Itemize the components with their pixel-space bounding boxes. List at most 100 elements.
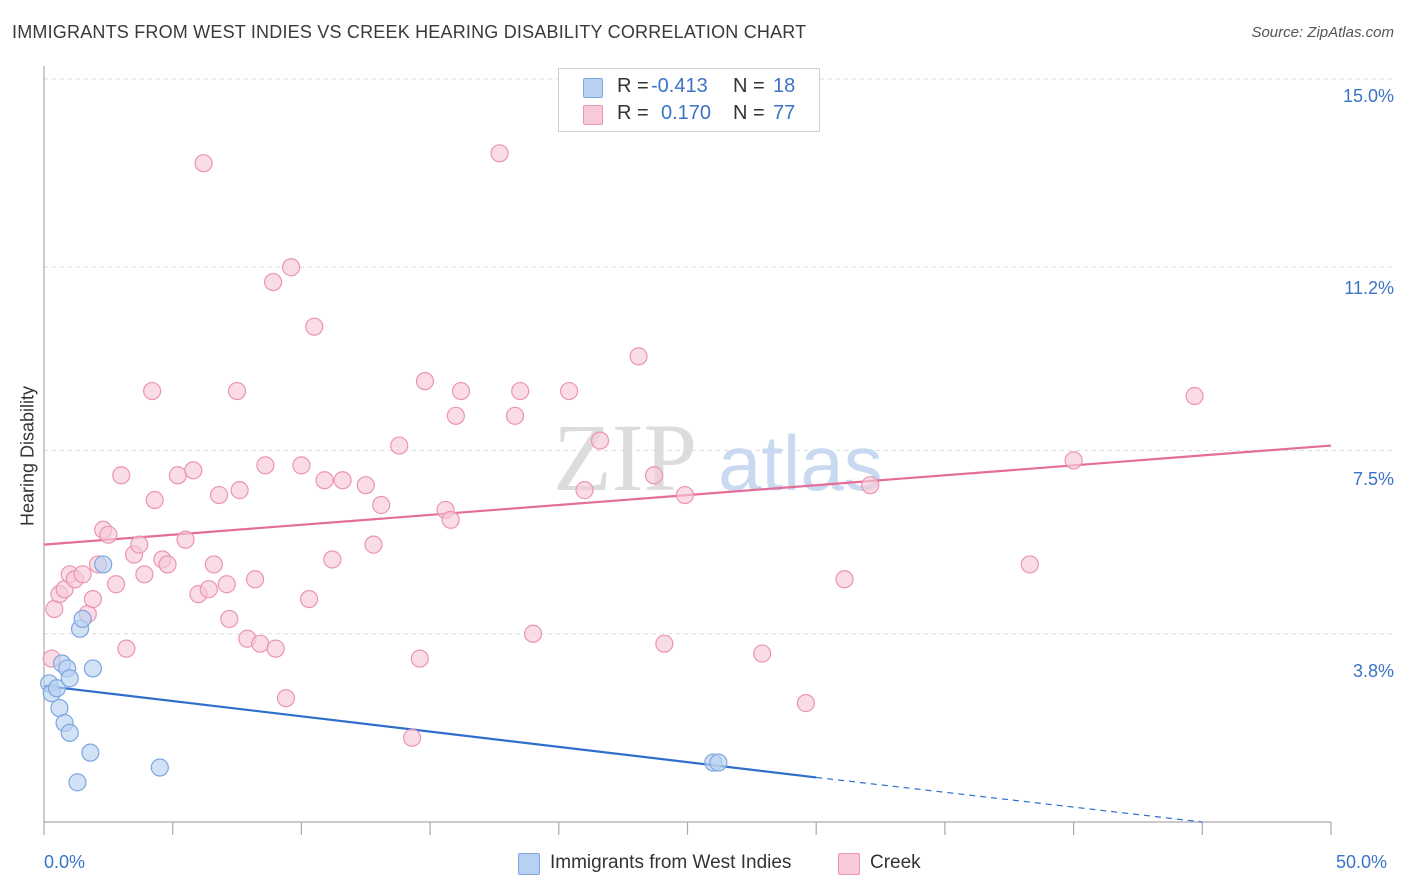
legend-swatch-pink xyxy=(583,105,603,125)
legend-r-label: R = xyxy=(617,102,649,124)
creek-point xyxy=(158,555,177,574)
creek-point xyxy=(590,431,610,450)
creek-point xyxy=(117,639,136,658)
creek-point xyxy=(675,485,695,505)
legend-n-label: N = xyxy=(733,102,765,124)
creek-point xyxy=(323,550,342,569)
legend-n-label: N = xyxy=(733,75,765,97)
west-indies-point xyxy=(47,679,66,698)
creek-point xyxy=(217,575,236,594)
creek-point xyxy=(143,381,162,401)
creek-point xyxy=(1020,555,1039,574)
creek-point xyxy=(753,644,772,663)
creek-point xyxy=(523,624,543,643)
creek-point xyxy=(390,436,409,455)
creek-point xyxy=(209,485,229,505)
creek-point xyxy=(644,466,664,485)
creek-point xyxy=(99,525,118,544)
creek-point xyxy=(256,456,275,475)
creek-point xyxy=(130,535,149,554)
creek-point xyxy=(83,589,103,609)
creek-point xyxy=(575,481,594,500)
creek-point xyxy=(263,272,283,292)
creek-point xyxy=(176,530,195,549)
creek-point xyxy=(135,565,154,584)
legend-r-label: R = xyxy=(617,75,649,97)
creek-point xyxy=(266,639,285,658)
creek-point xyxy=(559,381,579,401)
watermark: ZIP atlas xyxy=(553,404,883,511)
bottom-legend-label: Immigrants from West Indies xyxy=(550,852,792,873)
creek-point xyxy=(305,317,324,336)
creek-point xyxy=(199,580,218,599)
creek-point xyxy=(204,555,223,574)
west-indies-point xyxy=(94,555,113,574)
west-indies-trend-line xyxy=(43,684,817,779)
bottom-legend-label: Creek xyxy=(870,852,921,873)
creek-point xyxy=(372,495,391,515)
legend-n-value: 77 xyxy=(773,102,796,124)
creek-point xyxy=(333,471,352,490)
creek-point xyxy=(73,565,92,584)
watermark-atlas: atlas xyxy=(718,419,883,507)
creek-point xyxy=(300,589,319,609)
creek-point xyxy=(835,570,854,589)
creek-point xyxy=(441,510,460,529)
y-tick-label: 7.5% xyxy=(1352,469,1394,489)
creek-point xyxy=(356,476,375,495)
creek-point xyxy=(1185,386,1204,406)
legend-swatch-blue xyxy=(583,78,603,98)
west-indies-point xyxy=(73,609,92,629)
west-indies-point xyxy=(60,669,79,688)
creek-point xyxy=(276,689,296,708)
creek-point xyxy=(194,154,213,173)
creek-point xyxy=(112,466,131,485)
y-tick-label: 3.8% xyxy=(1352,661,1394,681)
creek-point xyxy=(251,634,270,653)
west-indies-point xyxy=(83,659,103,678)
bottom-legend-swatch-blue xyxy=(518,853,540,875)
creek-point xyxy=(145,490,164,510)
creek-point xyxy=(245,570,265,589)
west-indies-point xyxy=(150,758,169,777)
creek-point xyxy=(451,381,471,401)
creek-point xyxy=(410,649,429,668)
legend-r-value: -0.413 xyxy=(651,75,708,97)
west-indies-point xyxy=(81,743,100,762)
source-label: Source: ZipAtlas.com xyxy=(1251,24,1394,41)
creek-point xyxy=(415,372,435,391)
creek-point xyxy=(230,481,249,500)
west-indies-point xyxy=(709,753,728,772)
creek-point xyxy=(315,471,334,490)
y-axis-label: Hearing Disability xyxy=(17,385,38,527)
creek-point xyxy=(655,634,674,653)
creek-point xyxy=(490,144,509,163)
creek-point xyxy=(511,381,530,401)
creek-point xyxy=(1064,451,1083,470)
creek-point xyxy=(446,406,465,425)
legend-n-value: 18 xyxy=(773,75,796,97)
legend-r-value: 0.170 xyxy=(661,102,712,124)
creek-point xyxy=(629,347,648,366)
west-indies-trend-extension xyxy=(816,776,1203,823)
west-indies-point xyxy=(68,773,87,792)
legend: R = -0.413 N = 18 R = 0.170 N = 77 xyxy=(558,68,820,132)
creek-point xyxy=(292,456,311,475)
grid-layer xyxy=(44,78,1394,635)
west-indies-point xyxy=(60,723,79,742)
creek-point xyxy=(402,728,422,747)
creek-point xyxy=(364,535,383,554)
y-tick-label: 15.0% xyxy=(1342,86,1394,106)
x-tick-label: 50.0% xyxy=(1336,852,1388,872)
creek-point xyxy=(282,258,301,277)
creek-point xyxy=(796,694,816,713)
x-tick-label: 0.0% xyxy=(44,852,86,872)
points-layer xyxy=(40,144,1204,792)
chart-title: IMMIGRANTS FROM WEST INDIES VS CREEK HEA… xyxy=(12,22,807,42)
creek-point xyxy=(168,466,187,485)
y-tick-label: 11.2% xyxy=(1344,278,1394,298)
bottom-legend-swatch-pink xyxy=(838,853,860,875)
creek-point xyxy=(227,381,247,401)
creek-point xyxy=(184,461,203,480)
